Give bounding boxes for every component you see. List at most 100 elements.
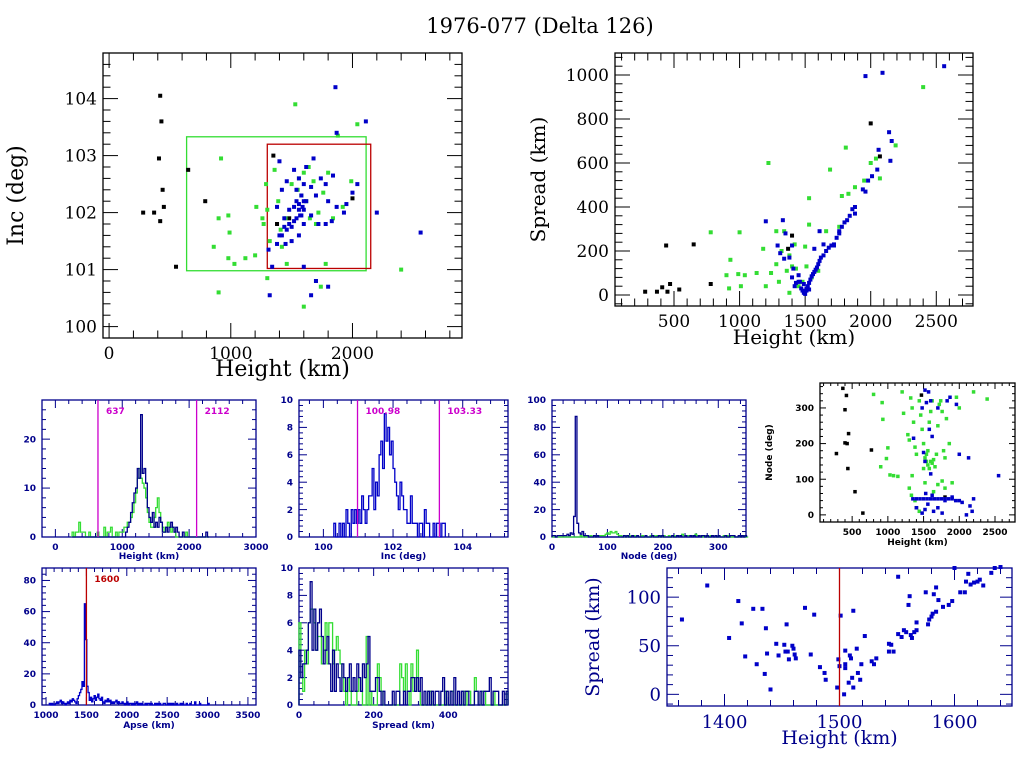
x-tick-label: 3000 <box>243 543 268 553</box>
data-point-green <box>936 482 940 487</box>
data-point-green <box>264 182 269 187</box>
data-point-blue <box>943 497 947 501</box>
plot-frame <box>102 52 463 339</box>
histogram-bar <box>377 496 379 537</box>
data-point-green <box>877 176 882 181</box>
histogram-bar <box>413 691 415 705</box>
x-tick-label: 400 <box>439 711 458 721</box>
data-point-green <box>927 420 932 424</box>
data-point-blue <box>847 213 852 218</box>
x-tick-label: 500 <box>658 312 690 332</box>
data-point-blue <box>792 652 797 657</box>
histogram-blue <box>333 413 446 538</box>
data-point-blue <box>808 277 813 282</box>
data-point-blue <box>309 184 314 189</box>
data-point-blue <box>942 64 947 69</box>
y-tick-label: 60 <box>23 608 36 618</box>
data-point-black <box>845 441 849 446</box>
data-point-blue <box>843 662 848 667</box>
data-point-blue <box>334 130 339 135</box>
data-point-blue <box>950 599 955 604</box>
data-point-blue <box>859 662 864 667</box>
data-point-green <box>708 230 713 235</box>
data-point-green <box>349 179 354 184</box>
data-point-black <box>664 243 669 248</box>
data-point-black <box>186 167 191 172</box>
data-point-green <box>828 167 833 172</box>
data-point-green <box>906 432 910 437</box>
y-tick-label: 200 <box>577 242 609 262</box>
histogram-bar <box>487 691 489 705</box>
data-point-blue <box>896 632 901 637</box>
data-point-blue <box>754 662 759 667</box>
data-point-blue <box>323 182 328 187</box>
data-point-blue <box>928 497 933 501</box>
data-point-blue <box>930 434 934 439</box>
data-point-blue <box>785 649 790 654</box>
data-point-blue <box>842 692 847 697</box>
data-point-blue <box>816 262 821 267</box>
data-point-blue <box>790 275 795 280</box>
apse-histogram-plot: 1000 1500 2000 2500 3000 3500 0 20 40 60 80 Apse (k… <box>23 567 260 731</box>
data-point-green <box>276 199 281 204</box>
data-point-blue <box>300 204 305 209</box>
x-tick-label: 1500 <box>911 528 936 538</box>
data-point-blue <box>992 566 997 570</box>
data-point-blue <box>921 497 926 501</box>
histogram-bar <box>100 700 101 705</box>
data-point-green <box>940 409 944 414</box>
data-point-green <box>888 473 892 477</box>
data-point-green <box>766 161 771 165</box>
data-point-blue <box>783 231 788 236</box>
data-point-blue <box>932 497 937 501</box>
data-point-green <box>971 390 976 394</box>
data-point-green <box>306 165 311 169</box>
data-point-blue <box>817 229 822 234</box>
data-point-blue <box>326 199 331 204</box>
histogram-bar <box>141 478 143 537</box>
x-tick-label: 1000 <box>209 344 252 364</box>
data-point-green <box>326 170 331 175</box>
data-point-blue <box>911 436 916 440</box>
data-point-green <box>862 178 867 183</box>
data-point-green <box>950 481 954 485</box>
histogram-bar <box>386 441 388 537</box>
data-point-blue <box>318 176 323 181</box>
data-point-green <box>260 216 265 221</box>
data-point-blue <box>736 599 741 604</box>
data-point-green <box>931 489 936 494</box>
data-point-green <box>921 466 926 471</box>
x-tick-label: 2000 <box>849 312 892 332</box>
data-point-green <box>243 256 248 261</box>
data-point-blue <box>851 608 856 613</box>
data-point-blue <box>912 630 917 635</box>
histogram-bar <box>370 496 372 537</box>
data-point-blue <box>927 427 932 432</box>
histogram-bar <box>303 691 305 705</box>
x-tick-label: 3000 <box>195 711 220 721</box>
data-point-blue <box>989 570 994 575</box>
y-tick-label: 10 <box>23 484 36 494</box>
x-tick-label: 1500 <box>817 712 863 733</box>
figure-title: 1976-077 (Delta 126) <box>426 14 654 38</box>
data-point-blue <box>943 498 947 503</box>
data-point-blue <box>928 472 933 476</box>
data-point-green <box>846 191 851 196</box>
data-point-green <box>787 253 792 258</box>
data-point-black <box>844 393 849 398</box>
plot-frame <box>41 567 257 706</box>
data-point-green <box>921 441 926 446</box>
data-point-blue <box>760 606 765 611</box>
data-point-green <box>289 182 294 187</box>
y-tick-label: 0 <box>30 701 36 711</box>
data-point-green <box>918 413 923 417</box>
data-point-blue <box>818 255 823 260</box>
y-tick-label: 0 <box>808 511 814 521</box>
x-axis-label: Node (deg) <box>621 552 678 562</box>
data-point-green <box>763 284 768 289</box>
inc-histogram-plot: 100 102 104 0 2 4 6 8 10 Inc (deg) 100.98 103.33 <box>280 396 509 562</box>
data-point-blue <box>292 204 297 209</box>
data-point-green <box>881 417 885 422</box>
data-point-blue <box>846 680 851 685</box>
data-point-blue <box>875 167 880 172</box>
